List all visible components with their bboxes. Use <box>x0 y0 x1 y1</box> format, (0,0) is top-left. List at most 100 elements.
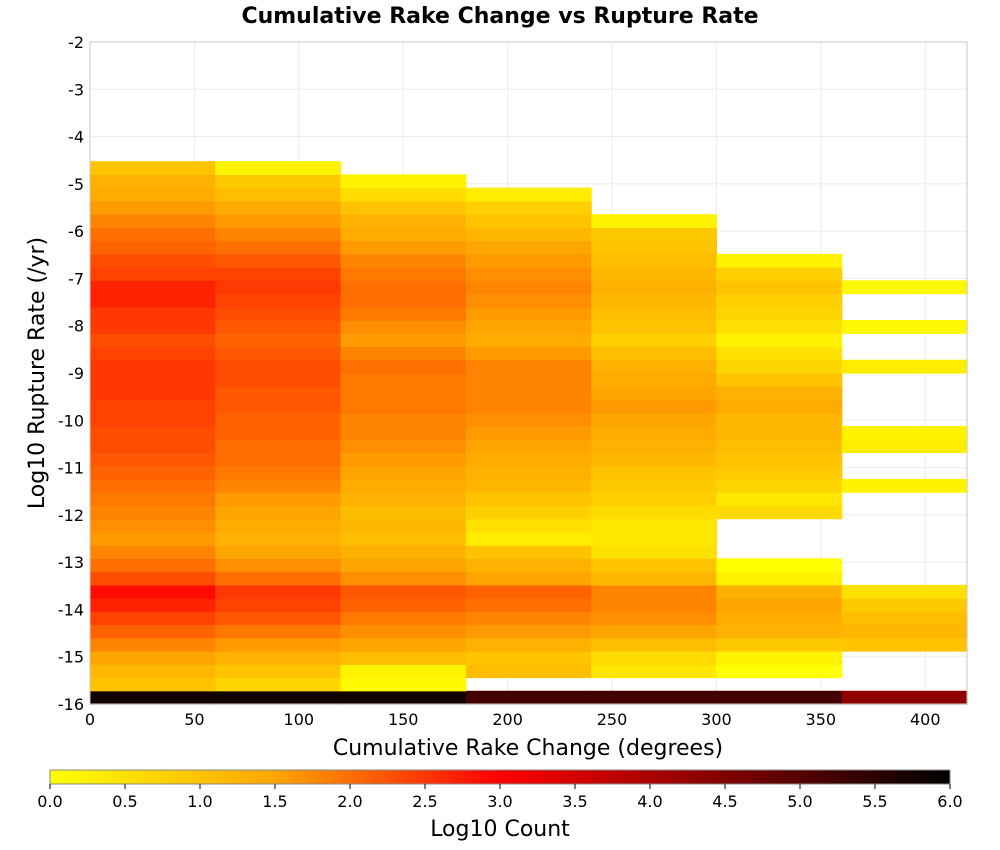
y-tick-label: -4 <box>68 128 84 147</box>
heatmap-cell <box>90 293 216 308</box>
heatmap-cell <box>90 545 216 559</box>
heatmap-cell <box>90 465 216 480</box>
heatmap-cell <box>215 439 342 454</box>
heatmap-cell <box>591 598 718 612</box>
heatmap-cell <box>591 584 718 599</box>
heatmap-cell <box>215 333 342 348</box>
x-axis-label: Cumulative Rake Change (degrees) <box>333 736 723 761</box>
heatmap-cell <box>215 531 342 546</box>
heatmap-cell <box>841 584 968 599</box>
heatmap-cell <box>591 240 718 255</box>
heatmap-cell <box>591 478 718 493</box>
heatmap-cell <box>215 425 342 440</box>
heatmap-cell <box>841 611 968 626</box>
heatmap-cell <box>465 584 592 599</box>
heatmap-cell <box>465 399 592 414</box>
heatmap-cell <box>716 690 843 705</box>
heatmap-cell <box>841 690 968 705</box>
heatmap-cell <box>591 386 718 401</box>
y-tick-label: -11 <box>58 459 84 478</box>
heatmap-cell <box>90 412 216 427</box>
heatmap-cell <box>340 240 467 255</box>
heatmap-cell <box>591 320 718 334</box>
chart-title: Cumulative Rake Change vs Rupture Rate <box>241 4 758 29</box>
heatmap-cell <box>591 306 718 321</box>
heatmap-cell <box>591 558 718 573</box>
heatmap-cell <box>215 465 342 480</box>
heatmap-cell <box>465 545 592 559</box>
heatmap-cell <box>716 320 843 334</box>
heatmap-cell <box>90 425 216 440</box>
heatmap-cell <box>716 465 843 480</box>
heatmap-cell <box>716 439 843 454</box>
heatmap-cell <box>340 399 467 414</box>
heatmap-cell <box>716 492 843 506</box>
heatmap-cell <box>465 651 592 665</box>
heatmap-cell <box>215 174 342 189</box>
heatmap-cell <box>340 690 467 705</box>
heatmap-cell <box>465 624 592 639</box>
heatmap-cell <box>465 227 592 242</box>
x-tick-label: 400 <box>910 710 941 729</box>
heatmap-cell <box>591 267 718 281</box>
heatmap-cell <box>841 359 968 374</box>
heatmap-cell <box>90 677 216 692</box>
heatmap-cell <box>716 386 843 401</box>
colorbar-tick-label: 2.0 <box>337 792 362 811</box>
heatmap-cell <box>90 306 216 321</box>
heatmap-cell <box>591 531 718 546</box>
heatmap-cell <box>841 320 968 334</box>
heatmap-cell <box>465 571 592 586</box>
heatmap-cell <box>465 306 592 321</box>
heatmap-cell <box>340 452 467 467</box>
heatmap-cell <box>465 320 592 334</box>
colorbar-tick-label: 1.5 <box>262 792 287 811</box>
heatmap-cell <box>215 412 342 427</box>
heatmap-cell <box>716 637 843 652</box>
y-tick-label: -12 <box>58 506 84 525</box>
heatmap-cell <box>340 651 467 665</box>
heatmap-cell <box>465 200 592 215</box>
y-tick-label: -14 <box>58 600 84 619</box>
x-tick-label: 0 <box>85 710 95 729</box>
y-tick-label: -15 <box>58 648 84 667</box>
heatmap-cell <box>340 227 467 242</box>
colorbar-tick-label: 0.5 <box>112 792 137 811</box>
heatmap-cell <box>465 611 592 626</box>
heatmap-cell <box>716 399 843 414</box>
heatmap-cell <box>215 187 342 202</box>
heatmap-cell <box>215 664 342 679</box>
heatmap-cell <box>716 651 843 665</box>
heatmap-cell <box>591 611 718 626</box>
heatmap-cell <box>465 598 592 612</box>
colorbar-tick-label: 4.5 <box>712 792 737 811</box>
heatmap-cell <box>591 690 718 705</box>
heatmap-cell <box>716 373 843 387</box>
heatmap-cell <box>90 637 216 652</box>
heatmap-cell <box>215 637 342 652</box>
heatmap-cell <box>215 478 342 493</box>
heatmap-cell <box>340 280 467 295</box>
heatmap-cell <box>340 598 467 612</box>
heatmap-cell <box>90 280 216 295</box>
y-axis-ticks: -2 -3 -4 -5 -6 -7 -8 -9 -10 -11 -12 -13 -14 -15 -16 <box>58 33 84 714</box>
x-tick-label: 200 <box>492 710 523 729</box>
x-tick-label: 300 <box>701 710 732 729</box>
heatmap-cell <box>465 214 592 228</box>
y-tick-label: -9 <box>68 364 84 383</box>
heatmap-cell <box>591 280 718 295</box>
heatmap-cell <box>215 359 342 374</box>
plot-frame <box>89 41 968 705</box>
heatmap-cell <box>340 293 467 308</box>
heatmap-cell <box>90 187 216 202</box>
heatmap-cell <box>465 531 592 546</box>
heatmap-cell <box>215 293 342 308</box>
colorbar-tick-label: 2.5 <box>412 792 437 811</box>
heatmap-cell <box>465 690 592 705</box>
heatmap-cell <box>215 624 342 639</box>
heatmap-cell <box>90 452 216 467</box>
heatmap-cell <box>716 425 843 440</box>
heatmap-cell <box>716 346 843 361</box>
heatmap-cell <box>340 492 467 506</box>
heatmap-cell <box>340 267 467 281</box>
